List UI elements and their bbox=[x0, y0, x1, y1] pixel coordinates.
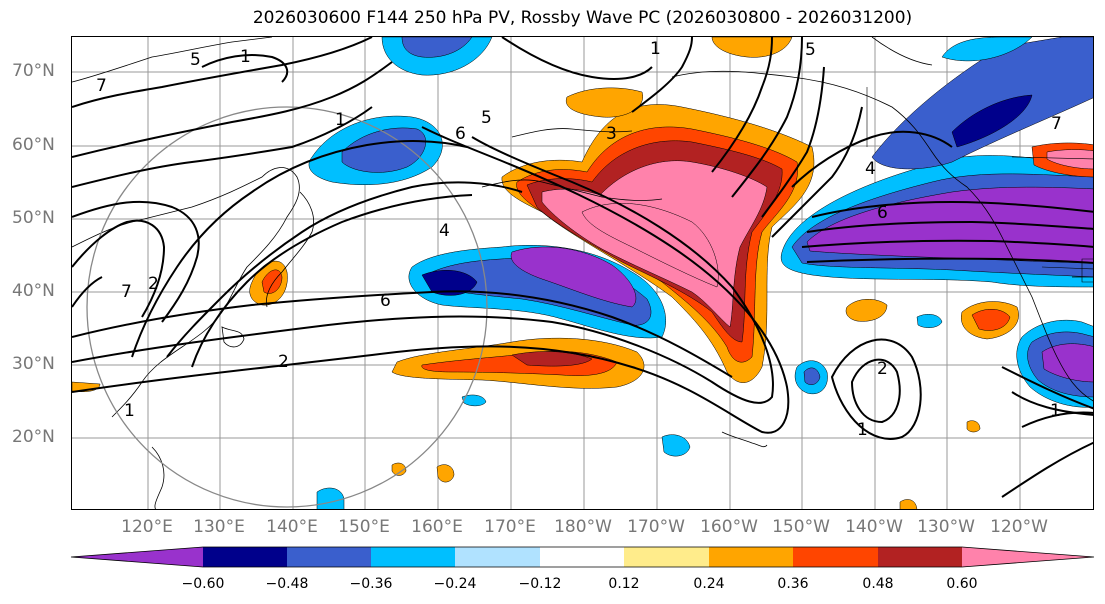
lon-label: 130°E bbox=[193, 517, 245, 537]
pv-anomaly-fills bbox=[72, 37, 1093, 509]
contour-label: 6 bbox=[877, 203, 888, 223]
colorbar bbox=[70, 546, 1095, 568]
lat-label-40n: 40°N bbox=[12, 281, 55, 301]
colorbar-tick: −0.12 bbox=[518, 576, 562, 592]
map-panel[interactable] bbox=[71, 36, 1094, 510]
contour-label: 1 bbox=[124, 401, 135, 421]
contour-label: 1 bbox=[857, 420, 868, 440]
contour-label: 6 bbox=[455, 124, 466, 144]
colorbar-segment bbox=[203, 547, 287, 567]
contour-label: 2 bbox=[148, 274, 159, 294]
colorbar-segment bbox=[962, 547, 1094, 567]
colorbar-segment bbox=[878, 547, 962, 567]
map-canvas bbox=[72, 37, 1093, 509]
map-title: 2026030600 F144 250 hPa PV, Rossby Wave … bbox=[252, 8, 913, 28]
lon-label: 130°W bbox=[917, 517, 975, 537]
reference-circle bbox=[86, 106, 488, 508]
lon-label: 120°E bbox=[121, 517, 173, 537]
contour-label: 1 bbox=[650, 39, 661, 59]
lon-label: 180°W bbox=[554, 517, 612, 537]
lat-label-50n: 50°N bbox=[12, 208, 55, 228]
lon-label: 140°E bbox=[266, 517, 318, 537]
colorbar-segment bbox=[287, 547, 371, 567]
colorbar-segment bbox=[709, 547, 793, 567]
colorbar-tick: 0.36 bbox=[777, 576, 809, 592]
lat-label-70n: 70°N bbox=[12, 61, 55, 81]
contour-label: 6 bbox=[380, 291, 391, 311]
contour-label: 7 bbox=[1051, 114, 1062, 134]
contour-label: 5 bbox=[190, 50, 201, 70]
colorbar-segment bbox=[624, 547, 709, 567]
colorbar-tick: 0.12 bbox=[608, 576, 640, 592]
lon-label: 150°E bbox=[338, 517, 390, 537]
coastlines bbox=[72, 37, 1093, 509]
colorbar-tick: −0.36 bbox=[349, 576, 393, 592]
colorbar-outline bbox=[70, 546, 1095, 568]
colorbar-tick: −0.48 bbox=[265, 576, 309, 592]
contour-label: 3 bbox=[606, 124, 617, 144]
contour-label: 1 bbox=[1050, 401, 1061, 421]
contour-label: 5 bbox=[805, 40, 816, 60]
contour-label: 1 bbox=[335, 110, 346, 130]
contour-label: 4 bbox=[865, 159, 876, 179]
lon-label: 140°W bbox=[845, 517, 903, 537]
contour-label: 2 bbox=[278, 352, 289, 372]
colorbar-tick: 0.48 bbox=[862, 576, 894, 592]
lon-label: 160°E bbox=[411, 517, 463, 537]
contour-label: 2 bbox=[877, 359, 888, 379]
colorbar-segment bbox=[793, 547, 878, 567]
contour-label: 4 bbox=[439, 221, 450, 241]
colorbar-tick: −0.24 bbox=[433, 576, 477, 592]
contour-label: 1 bbox=[240, 47, 251, 67]
negative-anomaly-northeast-peak bbox=[806, 186, 1093, 264]
colorbar-segment bbox=[455, 547, 540, 567]
lon-label: 120°W bbox=[990, 517, 1048, 537]
lat-label-60n: 60°N bbox=[12, 135, 55, 155]
lon-label: 170°E bbox=[484, 517, 536, 537]
colorbar-tick: 0.60 bbox=[946, 576, 978, 592]
contour-label: 7 bbox=[121, 282, 132, 302]
colorbar-tick: −0.60 bbox=[181, 576, 225, 592]
colorbar-segment bbox=[540, 547, 624, 567]
lon-label: 160°W bbox=[700, 517, 758, 537]
pv-contours bbox=[72, 37, 1093, 498]
colorbar-segment bbox=[371, 547, 455, 567]
contour-label: 7 bbox=[96, 76, 107, 96]
colorbar-tick: 0.24 bbox=[693, 576, 725, 592]
lat-label-30n: 30°N bbox=[12, 354, 55, 374]
colorbar-segment bbox=[71, 547, 203, 567]
contour-label: 5 bbox=[481, 108, 492, 128]
lon-label: 150°W bbox=[772, 517, 830, 537]
lat-label-20n: 20°N bbox=[12, 427, 55, 447]
lon-label: 170°W bbox=[627, 517, 685, 537]
